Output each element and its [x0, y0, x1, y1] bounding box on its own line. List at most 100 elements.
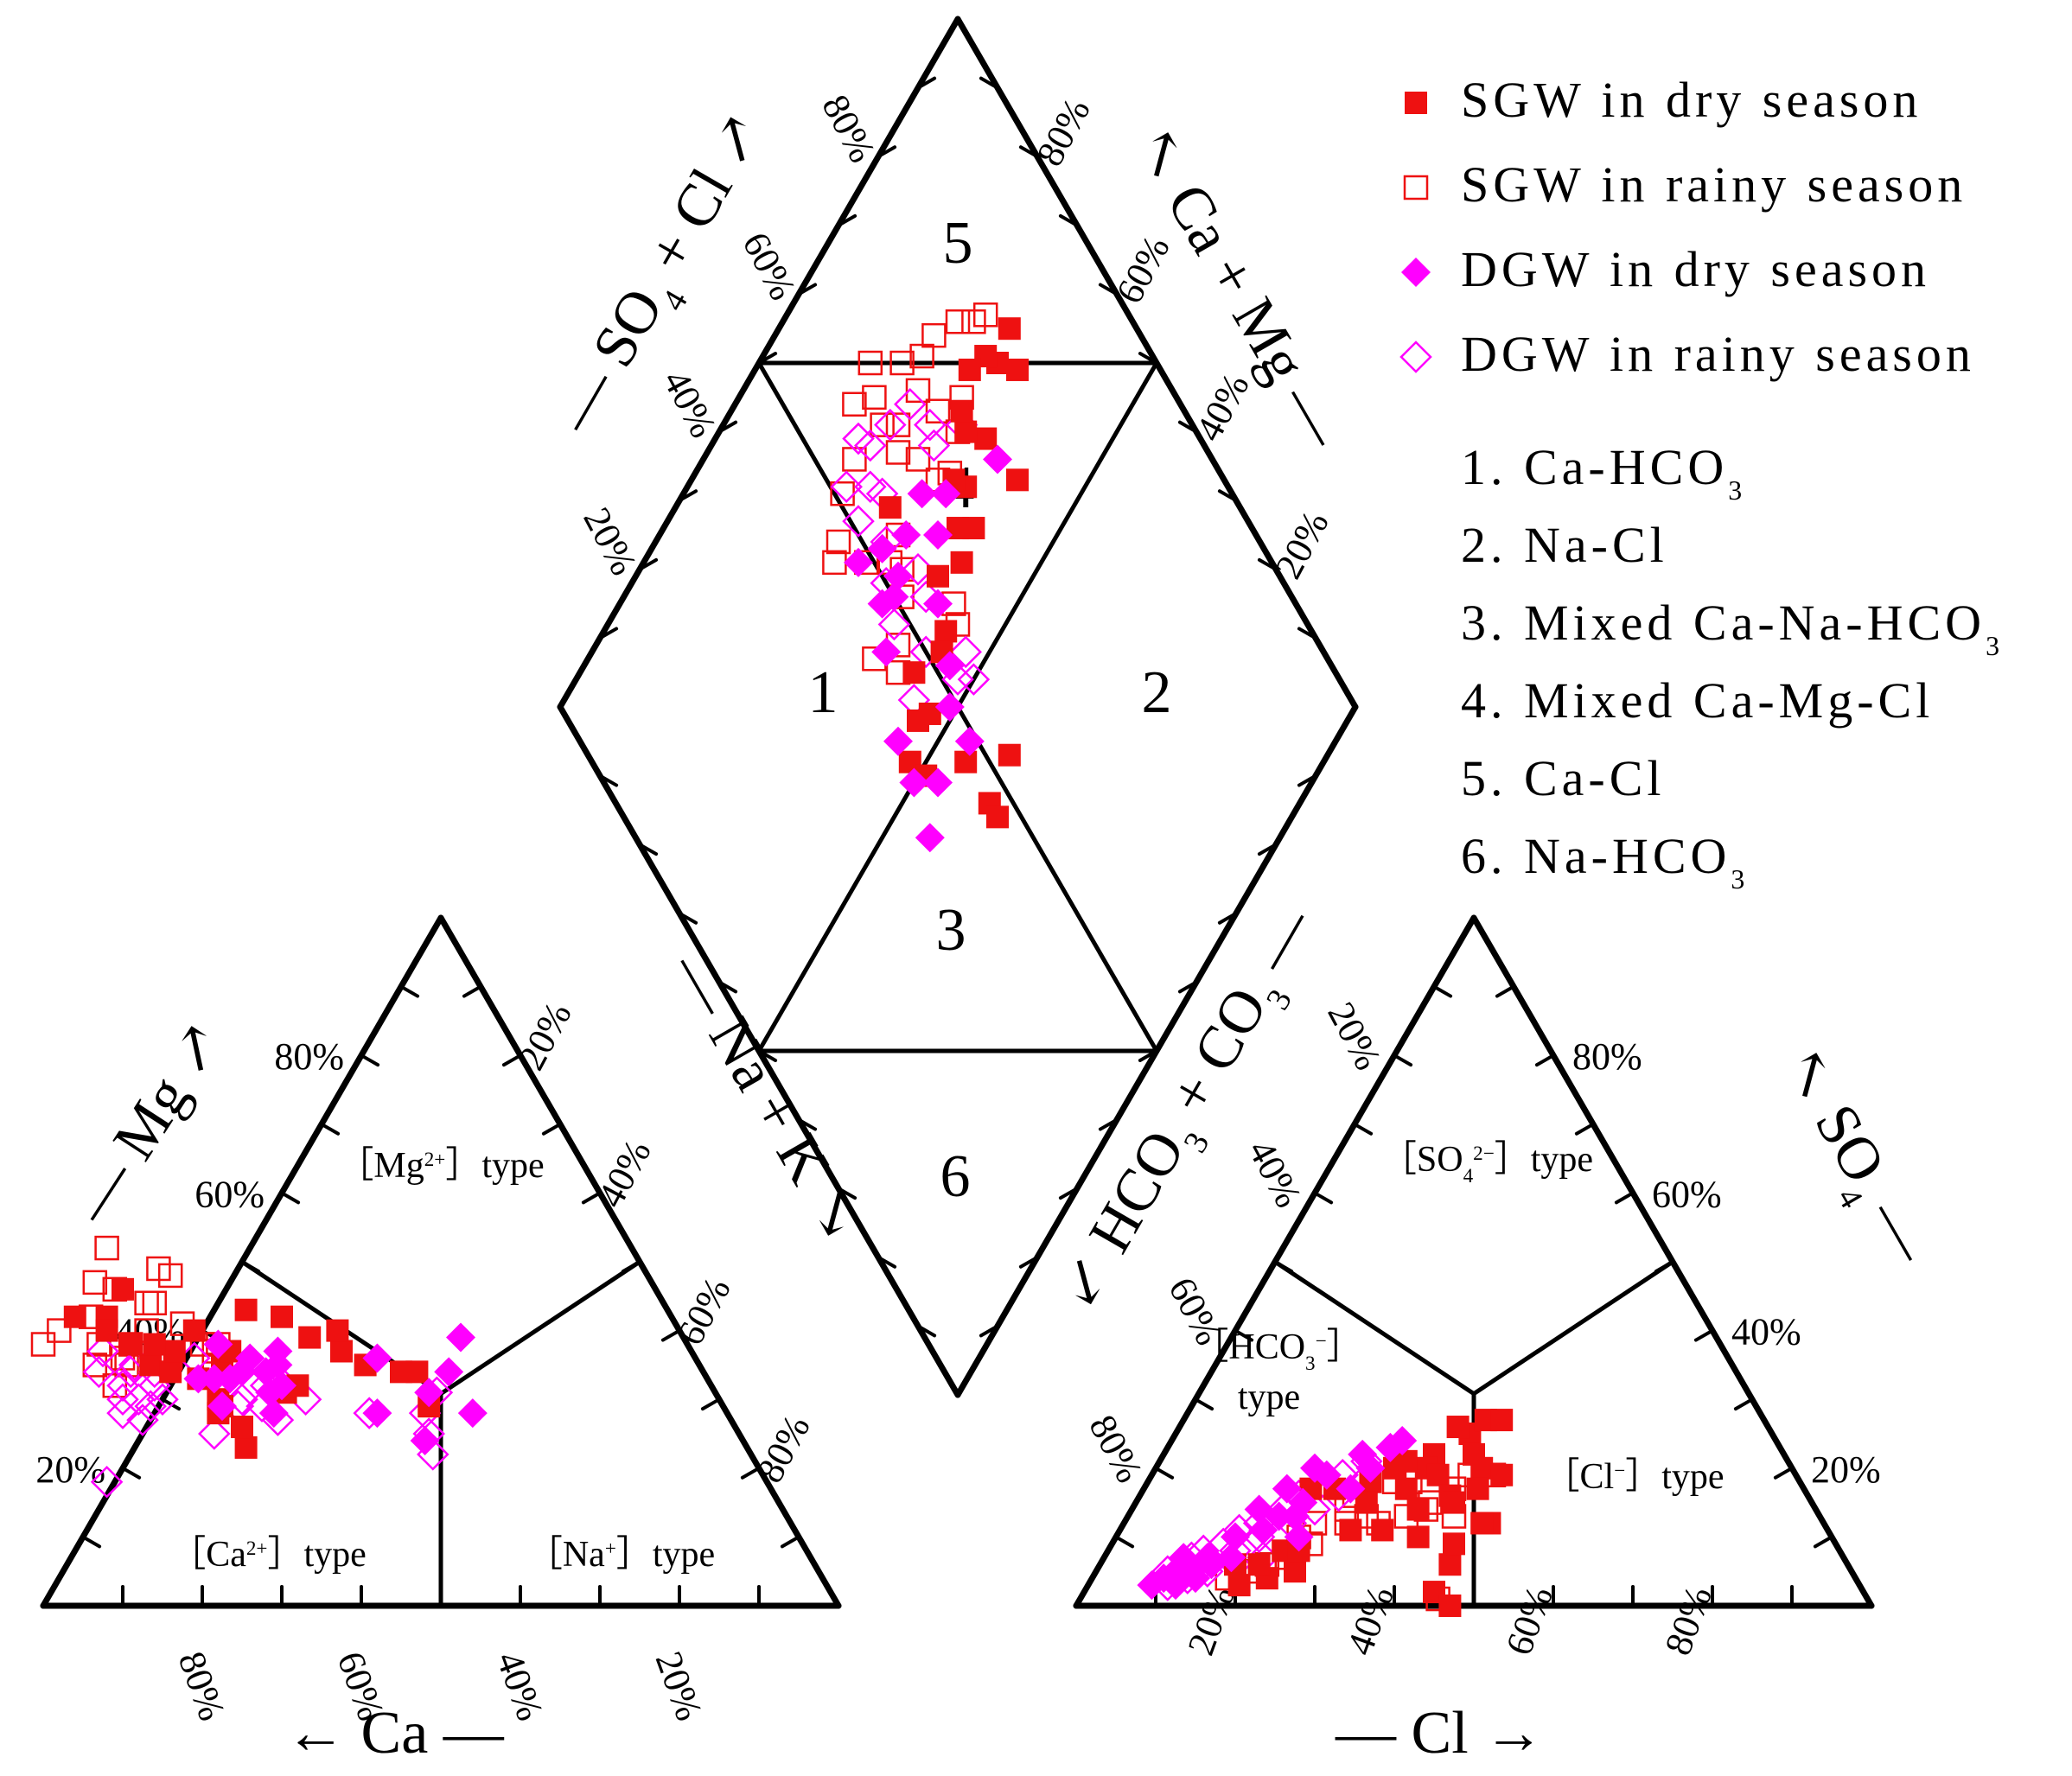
anion-point-sgw_rainy: [1302, 1511, 1328, 1536]
cation-right-tick-label: 20%: [510, 996, 580, 1077]
cation-point-sgw_dry: [139, 1353, 163, 1377]
cl-tick-label-part: 80%: [1656, 1581, 1720, 1661]
diamond-lr-tick: [1297, 773, 1317, 787]
legend-zone-3-sub: 3: [1986, 631, 2004, 661]
diamond-point-dgw_rainy: [830, 470, 863, 504]
hco3-type-label-sub: 3: [1305, 1352, 1316, 1374]
diamond-point-dgw_dry: [934, 692, 965, 722]
anion-left-tick-label-part: 80%: [1081, 1408, 1151, 1489]
legend-label-2-part: DGW in dry season: [1461, 241, 1930, 297]
diamond-point-sgw_dry: [934, 620, 958, 643]
cl-tick-label: 60%: [1497, 1581, 1561, 1661]
legend-label-2: DGW in dry season: [1461, 241, 1930, 297]
diamond-point-sgw_dry: [954, 420, 978, 443]
legend-zone-5: 5. Ca-Cl: [1461, 750, 1666, 806]
zone-number-3-part: 3: [936, 897, 966, 964]
diamond-point-sgw_dry: [958, 358, 981, 381]
diamond-ul-tick: [638, 557, 659, 571]
diamond-point-dgw_rainy: [949, 635, 982, 669]
diamond-point-dgw_dry: [844, 547, 873, 577]
cation-right-tick: [621, 1260, 641, 1273]
cation-point-sgw_dry: [234, 1435, 258, 1459]
diamond-point-dgw_dry: [923, 589, 953, 619]
legend-zone-4-part: 4. Mixed Ca-Mg-Cl: [1461, 672, 1934, 729]
diamond-point-sgw_dry: [950, 551, 973, 574]
diamond-point-sgw_rainy: [857, 350, 883, 376]
diamond-point-sgw_rainy: [885, 440, 911, 465]
diamond-point-sgw_dry: [907, 709, 929, 732]
na-type-label-part: ］type: [616, 1535, 715, 1575]
hco3-type-label: ［HCO3−］: [1192, 1327, 1362, 1374]
cation-right-tick-label: 80%: [749, 1408, 819, 1489]
diamond-ll-tick: [916, 1324, 937, 1338]
diamond-point-dgw_rainy: [902, 553, 934, 586]
diamond-point-sgw_rainy: [822, 550, 847, 576]
hco3co3-axis-label-part: —: [1231, 896, 1327, 996]
ca-tick-label-part: 20%: [647, 1646, 711, 1727]
legend-label-1: SGW in rainy season: [1461, 156, 1967, 213]
diamond-ul-tick: [678, 489, 698, 503]
zone-number-1: 1: [808, 659, 838, 726]
so4-type-label: ［SO42−］type: [1380, 1140, 1593, 1187]
cation-left-tick: [280, 1191, 301, 1205]
legend: [1399, 92, 1432, 373]
diamond-point-dgw_dry: [871, 637, 902, 667]
diamond-ur-tick: [1217, 489, 1238, 503]
cation-left-tick: [121, 1466, 142, 1480]
diamond-point-dgw_dry: [954, 726, 985, 756]
cation-point-sgw_rainy: [82, 1270, 108, 1295]
cation-point-dgw_dry: [255, 1378, 285, 1408]
so4-tick-label-part: 60%: [1652, 1173, 1722, 1215]
anion-point-sgw_dry: [1438, 1595, 1462, 1617]
diamond-point-sgw_rainy: [885, 412, 911, 437]
zone-number-1-part: 1: [808, 659, 838, 726]
anion-left-tick: [1114, 1535, 1135, 1549]
zone-number-5: 5: [943, 210, 973, 277]
diamond-point-sgw_rainy: [870, 412, 895, 437]
cation-right-tick-label-part: 80%: [749, 1408, 819, 1489]
mg-type-label: ［Mg2+］type: [337, 1146, 544, 1186]
cation-left-tick: [360, 1054, 380, 1067]
anion-point-sgw_dry: [1443, 1532, 1465, 1556]
anion-right-tick: [1495, 984, 1515, 998]
anion-left-tick: [1273, 1260, 1294, 1273]
anion-left-tick: [1393, 1054, 1413, 1067]
ca-axis-label-part: —: [428, 1700, 505, 1766]
ca-axis-label: ← Ca —: [285, 1700, 505, 1766]
nak-axis-label-part: Na + K: [696, 1007, 843, 1194]
zone-number-3: 3: [936, 897, 966, 964]
cl-tick-label: 80%: [1656, 1581, 1720, 1661]
anion-right-tick: [1773, 1466, 1794, 1480]
legend-label-3-part: DGW in rainy season: [1461, 326, 1975, 382]
anion-point-dgw_dry: [1181, 1563, 1210, 1594]
data-points: [30, 302, 1514, 1617]
legend-zone-4: 4. Mixed Ca-Mg-Cl: [1461, 672, 1934, 729]
diamond-point-dgw_rainy: [842, 505, 875, 538]
anion-left-tick-label: 20%: [1319, 996, 1389, 1077]
diamond-point-sgw_dry: [1006, 468, 1029, 492]
cation-point-dgw_rainy: [226, 1383, 258, 1416]
cation-point-dgw_dry: [414, 1378, 444, 1408]
diamond-ur-tick: [1138, 352, 1158, 365]
cation-point-sgw_dry: [234, 1298, 258, 1321]
diamond-point-sgw_rainy: [925, 398, 951, 423]
legend-label-0: SGW in dry season: [1461, 72, 1922, 128]
cation-point-dgw_rainy: [134, 1390, 167, 1423]
anion-point-sgw_dry: [1470, 1512, 1494, 1535]
cation-left-tick: [399, 984, 420, 998]
diamond-point-dgw_rainy: [842, 422, 875, 455]
cation-point-dgw_rainy: [86, 1334, 119, 1368]
diamond-ul-tick: [717, 420, 738, 434]
cation-point-dgw_dry: [199, 1364, 229, 1394]
cation-point-sgw_dry: [159, 1360, 182, 1384]
anion-point-dgw_dry: [1280, 1501, 1310, 1531]
cl-type-label: ［Cl−］type: [1543, 1457, 1724, 1497]
anion-point-sgw_dry: [1490, 1409, 1514, 1432]
diamond-point-dgw_dry: [883, 561, 913, 591]
cation-right-tick: [581, 1191, 602, 1205]
diamond-point-dgw_dry: [923, 520, 953, 550]
cation-point-sgw_rainy: [30, 1332, 56, 1357]
cation-point-dgw_dry: [446, 1322, 475, 1353]
legend-zone-5-part: 5. Ca-Cl: [1461, 750, 1666, 806]
diamond-ul-tick: [916, 76, 937, 90]
